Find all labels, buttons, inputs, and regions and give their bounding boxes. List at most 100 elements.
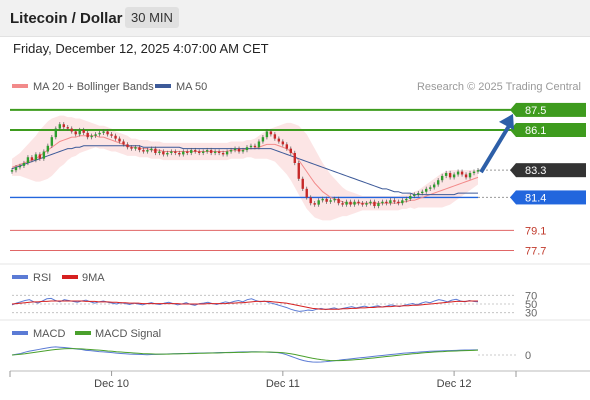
- candle-body: [198, 151, 201, 153]
- candle-body: [409, 196, 412, 199]
- candle-body: [421, 191, 424, 194]
- candle-body: [205, 150, 209, 152]
- candle-body: [389, 200, 392, 204]
- candle-body: [464, 174, 468, 178]
- rsi-level-label-70: 70: [525, 290, 537, 302]
- ma50-line: [11, 145, 478, 196]
- candle-body: [440, 175, 444, 181]
- legend-swatch-bollinger: [12, 84, 28, 88]
- legend-label-macd: MACD: [33, 328, 65, 340]
- candle-body: [432, 184, 436, 188]
- level-label-77.7: 77.7: [525, 246, 546, 258]
- legend-swatch-rsi: [12, 275, 28, 279]
- candle-body: [265, 131, 269, 138]
- candle-body: [261, 137, 265, 142]
- candle-body: [452, 174, 456, 178]
- candle-body: [413, 194, 416, 196]
- level-label-81.4: 81.4: [525, 192, 546, 204]
- candle-body: [273, 134, 277, 139]
- candle-body: [349, 201, 352, 205]
- candle-body: [317, 200, 320, 205]
- rsi-line: [11, 297, 479, 312]
- candle-body: [26, 157, 30, 163]
- candle-body: [321, 198, 324, 201]
- candle-body: [269, 131, 273, 135]
- candle-body: [146, 150, 149, 152]
- candle-body: [34, 154, 38, 161]
- candle-body: [186, 151, 189, 153]
- candle-body: [385, 201, 388, 204]
- level-label-87.5: 87.5: [525, 105, 546, 117]
- projection-arrow-shaft: [479, 124, 511, 174]
- candle-body: [289, 148, 292, 153]
- candle-body: [377, 203, 380, 207]
- level-tag-87.5: [516, 102, 586, 117]
- candle-body: [313, 203, 316, 205]
- candle-body: [229, 150, 233, 152]
- candle-body: [70, 128, 73, 132]
- candle-body: [393, 200, 396, 202]
- candle-body: [337, 198, 340, 204]
- level-tag-pointer-87.5: [510, 102, 516, 117]
- candle-body: [472, 171, 476, 174]
- candle-body: [476, 170, 480, 172]
- candle-body: [285, 144, 289, 149]
- macd-signal-line: [11, 348, 479, 362]
- legend-swatch-macd: [12, 331, 28, 335]
- candle-body: [14, 167, 18, 171]
- candle-body: [190, 150, 193, 153]
- candle-body: [444, 173, 448, 176]
- candle-body: [241, 150, 245, 152]
- candle-body: [106, 131, 109, 135]
- candle-body: [94, 134, 97, 136]
- candle-body: [54, 128, 58, 138]
- candle-body: [309, 197, 312, 204]
- candle-body: [78, 130, 81, 135]
- legend-label-bollinger: MA 20 + Bollinger Bands: [33, 81, 154, 93]
- legend-swatch-ma50: [155, 84, 171, 88]
- candle-body: [249, 145, 253, 148]
- candle-body: [429, 187, 432, 189]
- candle-body: [217, 151, 221, 153]
- legend-swatch-rsi-ma: [62, 275, 78, 279]
- chart-header: Litecoin / Dollar 30 MIN: [0, 0, 590, 37]
- candle-body: [456, 171, 460, 175]
- candle-body: [158, 151, 161, 153]
- candle-body: [305, 188, 308, 198]
- candle-body: [162, 151, 165, 155]
- timeframe-badge[interactable]: 30 MIN: [125, 7, 179, 28]
- candle-body: [46, 145, 50, 152]
- candle-body: [201, 151, 205, 153]
- level-label-83.3: 83.3: [525, 165, 546, 177]
- level-tag-pointer-83.3: [510, 163, 516, 178]
- candle-body: [361, 203, 364, 205]
- candle-body: [373, 201, 376, 207]
- candle-body: [102, 131, 105, 133]
- candle-body: [38, 154, 42, 159]
- candle-body: [209, 150, 213, 153]
- candle-body: [90, 135, 93, 138]
- legend-label-ma50: MA 50: [176, 81, 207, 93]
- candle-body: [460, 171, 464, 175]
- candle-body: [10, 170, 14, 172]
- candle-body: [293, 152, 296, 163]
- candle-body: [301, 178, 304, 189]
- candle-body: [213, 151, 217, 153]
- legend-label-macd-signal: MACD Signal: [95, 328, 161, 340]
- copyright-text: Research © 2025 Trading Central: [417, 81, 581, 93]
- ma20-line: [11, 135, 479, 204]
- candle-body: [150, 148, 153, 151]
- candle-body: [277, 138, 281, 142]
- candle-body: [182, 151, 185, 155]
- candle-body: [369, 201, 372, 204]
- candle-body: [114, 135, 117, 139]
- candle-body: [225, 151, 229, 155]
- candle-body: [381, 201, 384, 204]
- candle-body: [436, 180, 440, 185]
- candle-body: [233, 148, 237, 151]
- candle-body: [30, 157, 34, 161]
- candle-body: [126, 144, 129, 148]
- candle-body: [237, 148, 241, 152]
- candle-body: [468, 173, 472, 178]
- projection-arrow-head: [499, 113, 514, 130]
